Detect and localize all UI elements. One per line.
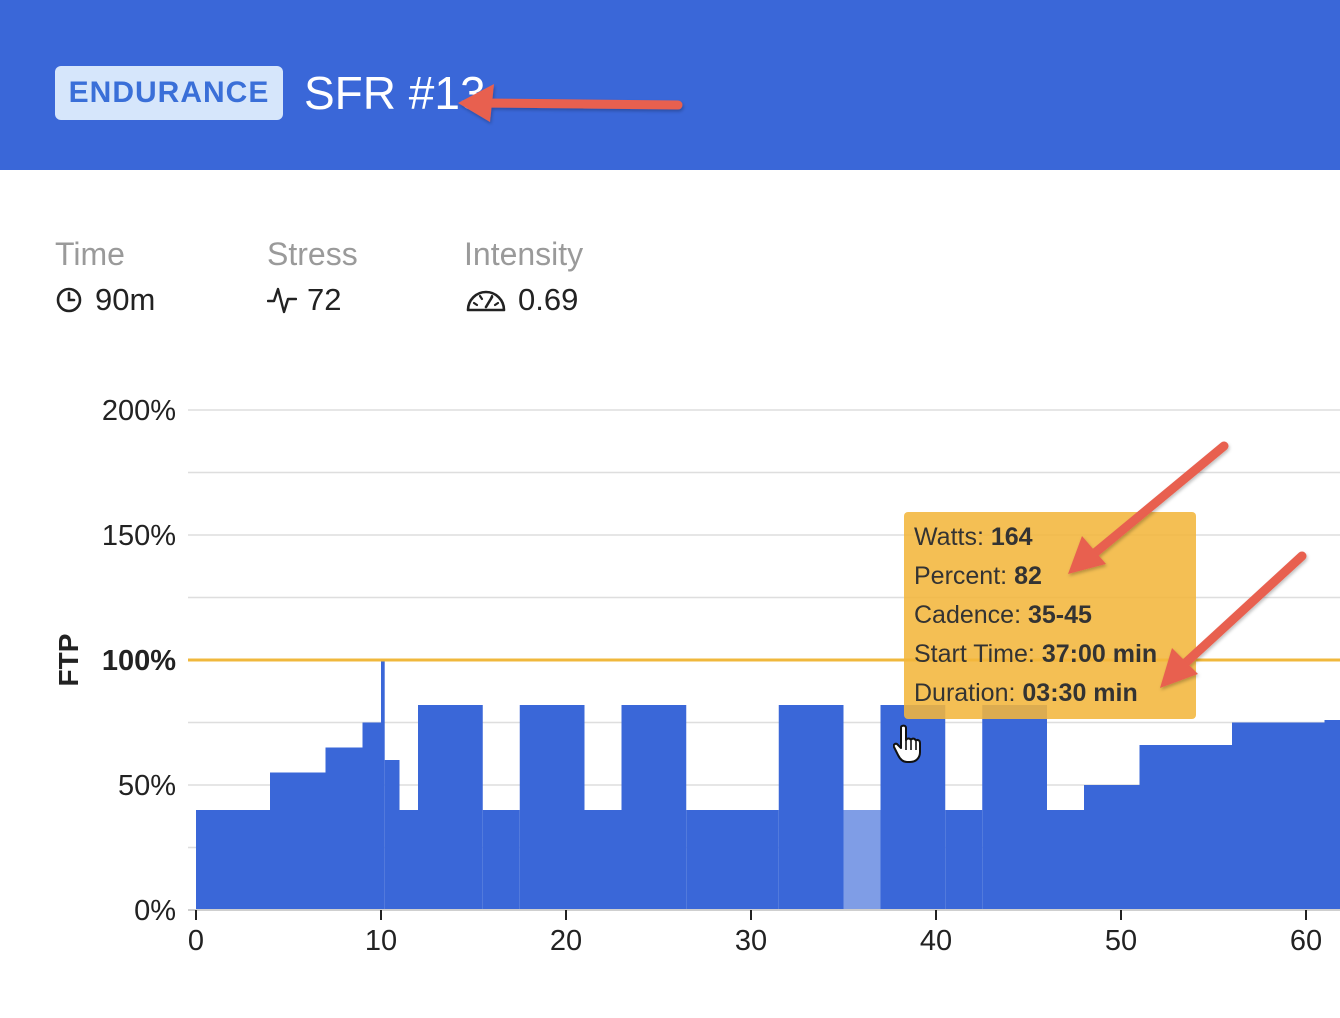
x-tick-label: 60 <box>1290 925 1322 957</box>
workout-segment-bar[interactable] <box>778 705 844 910</box>
x-tick-label: 10 <box>365 925 397 957</box>
tooltip-watts-value: 164 <box>990 523 1033 551</box>
x-tick-label: 40 <box>920 925 952 957</box>
workout-segment-bar[interactable] <box>325 747 363 911</box>
category-badge: ENDURANCE <box>55 66 283 120</box>
workout-segment-bar[interactable] <box>418 705 483 910</box>
workout-segment-bar[interactable] <box>1047 810 1084 910</box>
workout-segment-bar[interactable] <box>1139 745 1233 910</box>
tooltip-percent-row: Percent: 82 <box>914 559 1196 598</box>
metric-intensity: Intensity 0.69 <box>464 234 583 318</box>
metric-time: Time 90m <box>55 234 155 318</box>
y-tick-label: 150% <box>102 520 176 552</box>
workout-segment-bar[interactable] <box>362 722 382 911</box>
tooltip-start-label: Start Time: <box>914 640 1035 668</box>
tooltip-start-row: Start Time: 37:00 min <box>914 637 1196 676</box>
workout-title: SFR #13 <box>304 67 486 119</box>
metric-stress-value: 72 <box>307 282 342 317</box>
x-tick-label: 20 <box>550 925 582 957</box>
y-axis-label: FTP <box>53 634 84 687</box>
tooltip-watts-row: Watts: 164 <box>914 520 1196 559</box>
tooltip-cadence-value: 35-45 <box>1027 601 1092 629</box>
metric-intensity-value: 0.69 <box>518 282 579 317</box>
workout-segment-bar[interactable] <box>584 810 622 910</box>
speedometer-icon <box>466 290 506 312</box>
metric-stress-label: Stress <box>267 236 358 272</box>
metric-time-label: Time <box>55 236 125 272</box>
x-tick-label: 30 <box>735 925 767 957</box>
clock-icon <box>56 287 82 313</box>
segment-tooltip: Watts: 164 Percent: 82 Cadence: 35-45 St… <box>904 512 1196 719</box>
workout-header: ENDURANCE SFR #13 <box>0 0 1340 170</box>
tooltip-percent-label: Percent: <box>914 562 1008 590</box>
workout-segment-bar[interactable] <box>686 810 779 910</box>
workout-segment-bar[interactable] <box>399 810 419 910</box>
metric-stress: Stress 72 <box>267 234 358 318</box>
workout-segment-bar[interactable] <box>982 705 1047 910</box>
workout-segment-bar[interactable] <box>482 810 520 910</box>
hand-cursor-icon <box>893 724 921 763</box>
y-tick-label: 50% <box>118 770 176 802</box>
workout-segment-bar[interactable] <box>1232 722 1325 911</box>
y-tick-label: 0% <box>134 895 176 927</box>
x-tick-label: 0 <box>188 925 204 957</box>
tooltip-cadence-label: Cadence: <box>914 601 1022 629</box>
tooltip-watts-label: Watts: <box>914 523 984 551</box>
tooltip-cadence-row: Cadence: 35-45 <box>914 598 1196 637</box>
y-tick-label: 200% <box>102 395 176 427</box>
workout-segment-bar[interactable] <box>1324 720 1340 910</box>
tooltip-start-value: 37:00 min <box>1041 640 1158 668</box>
workout-segment-bar[interactable] <box>945 810 983 910</box>
tooltip-percent-value: 82 <box>1014 562 1042 590</box>
metric-intensity-label: Intensity <box>464 236 584 272</box>
tooltip-duration-row: Duration: 03:30 min <box>914 676 1196 715</box>
tooltip-duration-label: Duration: <box>914 679 1016 707</box>
x-tick-label: 50 <box>1105 925 1137 957</box>
workout-segment-bar[interactable] <box>196 810 270 910</box>
workout-segment-bar[interactable] <box>270 772 326 911</box>
workout-segment-bar[interactable] <box>519 705 585 910</box>
workout-segment-bar[interactable] <box>1084 785 1140 910</box>
workout-segment-bar[interactable] <box>843 810 881 910</box>
workout-segment-bar[interactable] <box>621 705 687 910</box>
workout-segment-bar[interactable] <box>384 760 400 910</box>
pulse-icon <box>267 287 297 314</box>
metric-time-value: 90m <box>95 282 156 317</box>
y-tick-label: 100% <box>102 645 176 677</box>
tooltip-duration-value: 03:30 min <box>1022 679 1138 707</box>
workout-segment-bar[interactable] <box>381 660 385 910</box>
